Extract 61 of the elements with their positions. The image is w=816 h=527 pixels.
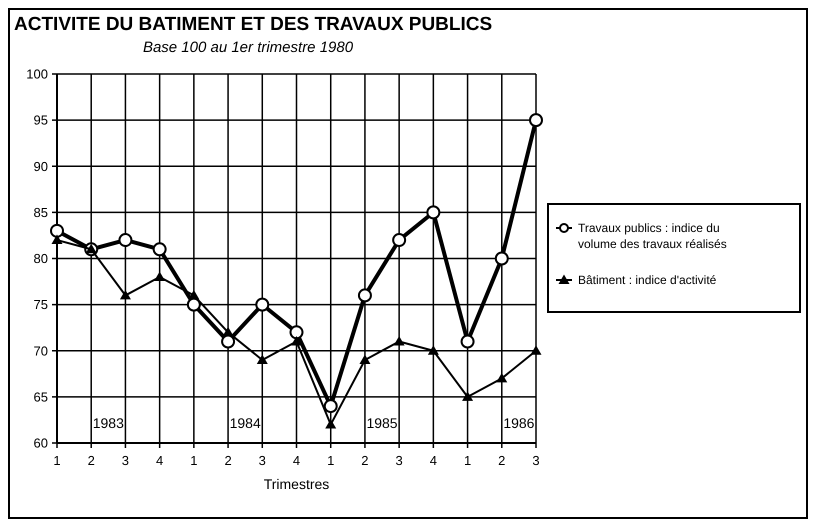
point <box>152 242 167 256</box>
x-tick-label: 2 <box>498 453 506 468</box>
annotation: 1983 <box>92 414 124 431</box>
point <box>86 244 97 254</box>
y-tick-label: 80 <box>34 251 48 266</box>
y-tick-label: 85 <box>34 204 48 220</box>
x-tick-label: 1 <box>53 453 61 468</box>
annotation: 1984 <box>230 414 261 431</box>
point <box>255 298 270 312</box>
chart-subtitle: Base 100 au 1er trimestre 1980 <box>142 39 354 56</box>
y-tick-label: 100 <box>26 66 48 82</box>
x-tick-label: 1 <box>327 453 334 468</box>
annotation: 1986 <box>503 414 535 431</box>
point <box>291 336 302 346</box>
point <box>325 419 336 429</box>
x-tick-label: 4 <box>430 453 437 468</box>
point <box>428 345 439 355</box>
point <box>188 290 200 300</box>
point <box>118 233 132 248</box>
x-tick-label: 2 <box>88 453 95 468</box>
point <box>529 113 543 128</box>
point <box>256 354 268 364</box>
point <box>222 326 234 336</box>
legend-label: Travaux publics : indice du volume des travaux réalisés <box>578 221 727 251</box>
point <box>494 252 509 266</box>
x-tick-label: 3 <box>122 453 130 468</box>
legend-label: Bâtiment : indice d'activité <box>578 273 717 288</box>
x-tick-label: 4 <box>292 453 300 468</box>
chart-title: ACTIVITE DU BATIMENT ET DES TRAVAUX PUBLICS <box>14 14 492 35</box>
point <box>221 334 236 349</box>
x-tick-label: 3 <box>532 453 540 468</box>
point <box>120 290 131 300</box>
x-tick-label: 3 <box>396 453 403 468</box>
point <box>394 336 405 346</box>
y-tick-label: 90 <box>34 158 48 174</box>
annotation: 1985 <box>366 414 398 431</box>
point <box>462 391 474 401</box>
point <box>426 205 440 220</box>
point <box>392 233 406 248</box>
point <box>290 325 304 340</box>
point <box>358 288 372 302</box>
point <box>324 399 338 414</box>
y-tick-label: 60 <box>34 436 48 451</box>
x-tick-label: 1 <box>464 453 472 468</box>
x-axis-title: Trimestres <box>264 476 330 492</box>
y-tick-label: 70 <box>34 343 48 358</box>
y-tick-label: 95 <box>34 112 48 128</box>
x-tick-label: 2 <box>361 453 369 468</box>
x-tick-label: 4 <box>156 453 164 468</box>
point <box>460 334 475 349</box>
x-tick-label: 3 <box>258 453 266 468</box>
x-tick-label: 2 <box>224 453 232 468</box>
point <box>52 234 62 244</box>
point <box>530 345 542 355</box>
y-tick-label: 65 <box>34 389 48 404</box>
point <box>359 354 370 364</box>
point <box>496 372 508 382</box>
x-tick-label: 1 <box>190 453 198 468</box>
y-tick-label: 75 <box>34 297 48 312</box>
point <box>50 224 64 238</box>
point <box>154 271 166 281</box>
